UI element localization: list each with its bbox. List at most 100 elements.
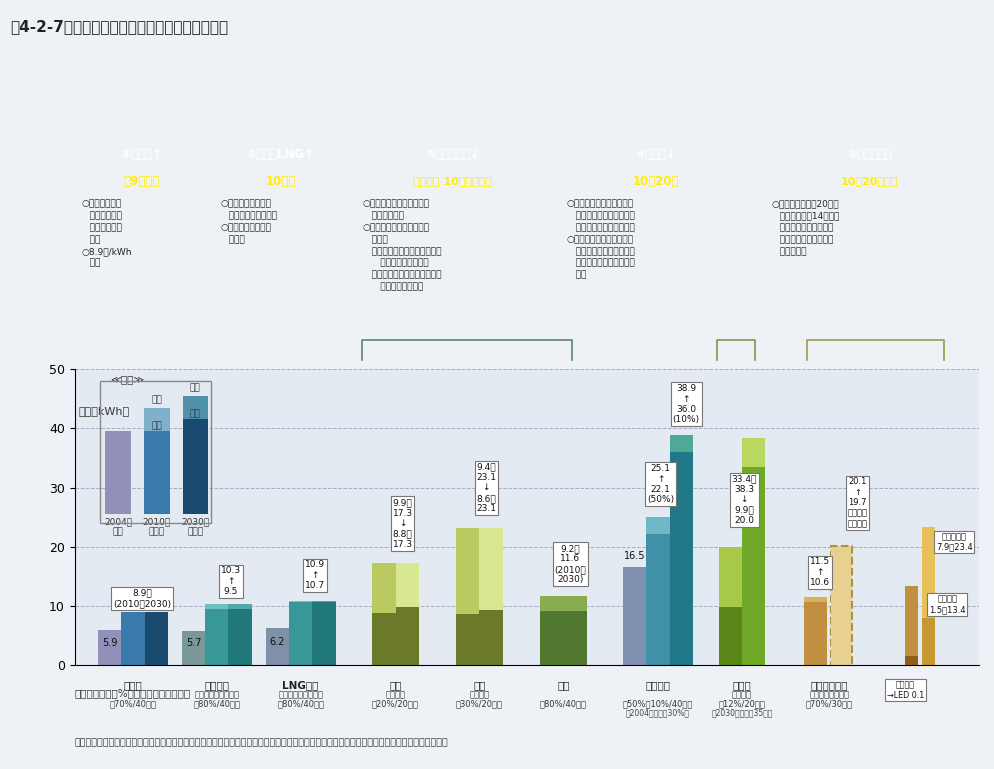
Bar: [479, 614, 503, 665]
Text: 下限: 下限: [190, 409, 201, 418]
Bar: [646, 517, 670, 534]
Text: 【70%/40年】: 【70%/40年】: [109, 700, 156, 708]
Bar: [183, 419, 208, 514]
Bar: [905, 656, 917, 665]
Bar: [105, 431, 131, 514]
Text: 省エネ: 省エネ: [908, 680, 926, 690]
Bar: [905, 586, 917, 656]
Text: 風力: 風力: [390, 680, 402, 690]
Text: ○事故リスク対
   応費用等の社
   会的費用が発
   生。
○8.9円/kWh
   以上: ○事故リスク対 応費用等の社 会的費用が発 生。 ○8.9円/kWh 以上: [82, 200, 132, 268]
Text: 原子力: 原子力: [123, 680, 142, 690]
Bar: [646, 534, 670, 665]
Bar: [205, 609, 229, 665]
Bar: [479, 528, 503, 610]
Bar: [623, 568, 646, 665]
Bar: [100, 381, 211, 523]
Bar: [564, 611, 586, 665]
Bar: [540, 611, 564, 665]
Bar: [229, 604, 251, 609]
Text: ③風力・地熱↓: ③風力・地熱↓: [424, 148, 480, 161]
Text: 9.9～
17.3
↓
8.8～
17.3: 9.9～ 17.3 ↓ 8.8～ 17.3: [393, 498, 413, 549]
Text: 【80%/40年】: 【80%/40年】: [540, 700, 586, 708]
Bar: [540, 597, 564, 611]
Bar: [121, 612, 144, 665]
Bar: [372, 563, 396, 613]
Text: 5.7: 5.7: [186, 638, 201, 648]
Bar: [670, 434, 693, 452]
Bar: [97, 631, 121, 665]
Bar: [289, 601, 312, 602]
Text: 現状でも 10円以下あり: 現状でも 10円以下あり: [413, 176, 492, 186]
Text: 風力: 風力: [473, 680, 486, 690]
Bar: [372, 613, 396, 665]
Text: 6.2: 6.2: [269, 637, 285, 647]
Text: 石油火力: 石油火力: [646, 680, 671, 690]
Text: 上限: 上限: [151, 395, 162, 404]
Bar: [479, 610, 503, 614]
Text: エアコン：
7.9～23.4: エアコン： 7.9～23.4: [936, 532, 973, 551]
Text: （陸上）: （陸上）: [386, 691, 406, 700]
Text: 9.4～
23.1
↓
8.6～
23.1: 9.4～ 23.1 ↓ 8.6～ 23.1: [476, 463, 496, 513]
Bar: [144, 612, 168, 665]
Bar: [922, 527, 935, 618]
Text: 【80%/40年】: 【80%/40年】: [277, 700, 324, 708]
Bar: [742, 468, 765, 665]
Text: 25.1
↑
22.1
(50%): 25.1 ↑ 22.1 (50%): [647, 464, 674, 504]
Bar: [396, 613, 418, 665]
Text: （新政策シナリオ）: （新政策シナリオ）: [194, 691, 240, 700]
Text: （新政策シナリオ）: （新政策シナリオ）: [278, 691, 323, 700]
Text: 5.9: 5.9: [101, 638, 117, 648]
Text: 20.1
↑
19.7
（熱価値
控除前）: 20.1 ↑ 19.7 （熱価値 控除前）: [848, 478, 868, 528]
Bar: [670, 452, 693, 665]
Text: ○技術改良による価格低減
   の可能性あり。石油火力
   と比較して競争力あり。
○大量導入には、発電しな
   い間の補助電源や蓄電池
   によるバック: ○技術改良による価格低減 の可能性あり。石油火力 と比較して競争力あり。 ○大量…: [567, 200, 634, 279]
Bar: [804, 597, 827, 602]
Text: 【12%/20年】: 【12%/20年】: [719, 700, 765, 708]
Text: 16.5: 16.5: [624, 551, 645, 561]
Bar: [144, 431, 170, 514]
Bar: [564, 597, 586, 611]
Bar: [144, 408, 170, 431]
Bar: [719, 547, 742, 607]
Text: 【50%・10%/40年】: 【50%・10%/40年】: [623, 700, 693, 708]
Text: ①原子力↑: ①原子力↑: [121, 148, 162, 161]
Text: 冷蔵庫：
1.5～13.4: 冷蔵庫： 1.5～13.4: [929, 594, 966, 614]
Bar: [831, 546, 852, 665]
Bar: [742, 438, 765, 468]
Bar: [229, 609, 251, 665]
Bar: [456, 528, 479, 614]
Bar: [183, 396, 208, 419]
Text: 38.9
↑
36.0
(10%): 38.9 ↑ 36.0 (10%): [673, 384, 700, 424]
Text: ○燃料費や二酸化炭
   素対策により上昇。
○原子力と同等の競
   争力。: ○燃料費や二酸化炭 素対策により上昇。 ○原子力と同等の競 争力。: [221, 200, 277, 244]
Text: ②石炭・LNG↑: ②石炭・LNG↑: [247, 148, 315, 161]
Text: （洋上）: （洋上）: [469, 691, 489, 700]
Text: 太陽光: 太陽光: [733, 680, 751, 690]
Text: 33.4～
38.3
↓
9.9～
20.0: 33.4～ 38.3 ↓ 9.9～ 20.0: [732, 474, 757, 525]
Text: ⑤分散型電源: ⑤分散型電源: [847, 148, 893, 161]
Text: 図4-2-7　原子力発電以外の電源のコストの検証: 図4-2-7 原子力発電以外の電源のコストの検証: [10, 19, 228, 35]
Text: 2004年
試算: 2004年 試算: [104, 517, 132, 537]
Bar: [922, 618, 935, 665]
Text: 【70%/30年】: 【70%/30年】: [806, 700, 853, 708]
Text: 【設備利用率（%）／稼働年数（年）】: 【設備利用率（%）／稼働年数（年）】: [75, 688, 191, 698]
Bar: [831, 548, 851, 665]
Text: ≪凡例≫: ≪凡例≫: [110, 374, 145, 384]
Text: 11.5
↑
10.6: 11.5 ↑ 10.6: [810, 558, 830, 588]
Text: （熱価値控除後）: （熱価値控除後）: [809, 691, 850, 700]
Text: 約9円以上: 約9円以上: [123, 175, 160, 188]
Text: 下限: 下限: [151, 421, 162, 430]
Bar: [182, 631, 205, 665]
Text: 【80%/40年】: 【80%/40年】: [193, 700, 241, 708]
Text: 地熱: 地熱: [557, 680, 570, 690]
Text: 10.9
↑
10.7: 10.9 ↑ 10.7: [304, 561, 325, 591]
Bar: [205, 604, 229, 609]
Text: ④太陽光↓: ④太陽光↓: [635, 148, 677, 161]
Text: 2030年
モデル: 2030年 モデル: [181, 517, 210, 537]
Text: 10.3
↑
9.5: 10.3 ↑ 9.5: [221, 566, 241, 596]
Bar: [396, 563, 418, 607]
Text: 9.2～
11.6
(2010＝
2030): 9.2～ 11.6 (2010＝ 2030): [555, 544, 586, 584]
Text: （2030モデルは35年）: （2030モデルは35年）: [712, 708, 772, 717]
Text: 石炭火力: 石炭火力: [205, 680, 230, 690]
Text: 10～20円: 10～20円: [633, 175, 679, 188]
Bar: [804, 602, 827, 665]
Text: 上限: 上限: [190, 384, 201, 393]
